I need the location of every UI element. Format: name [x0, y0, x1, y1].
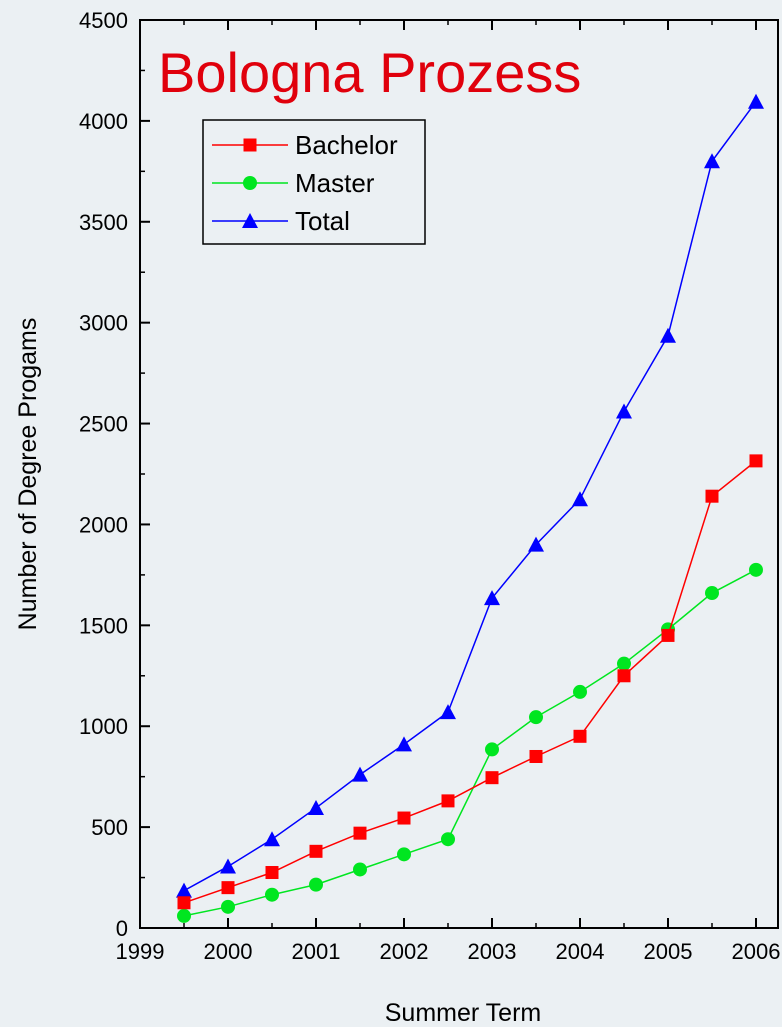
data-point-master	[353, 862, 367, 877]
data-point-total	[484, 590, 500, 606]
data-point-master	[265, 887, 279, 902]
legend-marker-master	[243, 176, 257, 190]
series-line-bachelor	[183, 460, 757, 904]
x-tick-label: 2002	[380, 939, 429, 964]
data-point-bachelor	[661, 628, 675, 642]
chart-title: Bologna Prozess	[158, 41, 581, 104]
data-point-bachelor	[441, 794, 455, 808]
data-point-total	[616, 403, 632, 419]
data-point-master	[573, 684, 587, 699]
data-point-master	[221, 899, 235, 914]
data-point-total	[308, 799, 324, 815]
data-point-bachelor	[705, 489, 719, 503]
data-point-bachelor	[397, 811, 411, 825]
y-tick-label: 3000	[79, 311, 128, 336]
data-point-bachelor	[529, 749, 543, 763]
x-tick-label: 2005	[644, 939, 693, 964]
y-tick-label: 1000	[79, 714, 128, 739]
data-point-master	[485, 742, 499, 757]
data-point-master	[177, 908, 191, 923]
data-point-total	[220, 858, 236, 874]
data-point-master	[309, 877, 323, 892]
x-tick-label: 1999	[116, 939, 165, 964]
data-point-bachelor	[177, 896, 191, 910]
y-tick-label: 1500	[79, 613, 128, 638]
legend-label-bachelor: Bachelor	[295, 130, 398, 160]
plot-frame	[139, 19, 779, 929]
x-tick-label: 2004	[556, 939, 605, 964]
y-tick-label: 500	[91, 815, 128, 840]
x-axis-label: Summer Term	[385, 999, 542, 1027]
x-tick-label: 2006	[732, 939, 781, 964]
y-axis-label: Number of Degree Progams	[14, 318, 42, 631]
legend-marker-total	[242, 213, 258, 228]
data-point-total	[572, 491, 588, 507]
data-point-total	[396, 736, 412, 752]
data-point-bachelor	[265, 866, 279, 880]
data-point-bachelor	[573, 729, 587, 743]
data-point-bachelor	[353, 826, 367, 840]
data-point-master	[617, 656, 631, 671]
legend-marker-bachelor	[243, 138, 257, 152]
x-tick-label: 2000	[204, 939, 253, 964]
legend-label-master: Master	[295, 168, 375, 198]
series-line-master	[183, 569, 757, 917]
data-point-total	[352, 766, 368, 782]
y-tick-label: 4000	[79, 109, 128, 134]
data-point-bachelor	[309, 844, 323, 858]
y-tick-label: 2500	[79, 412, 128, 437]
data-point-bachelor	[617, 669, 631, 683]
data-point-master	[397, 847, 411, 862]
x-tick-label: 2001	[292, 939, 341, 964]
legend-label-total: Total	[295, 206, 350, 236]
legend: Bachelor Master Total	[202, 119, 426, 245]
data-point-total	[176, 882, 192, 898]
data-point-bachelor	[485, 771, 499, 785]
legend-box	[202, 119, 426, 245]
data-point-total	[660, 327, 676, 343]
y-tick-label: 3500	[79, 210, 128, 235]
data-point-total	[528, 536, 544, 552]
data-point-total	[440, 704, 456, 720]
series-bachelor	[177, 454, 763, 910]
series-total	[176, 93, 764, 898]
x-tick-label: 2003	[468, 939, 517, 964]
data-point-bachelor	[749, 454, 763, 468]
data-point-master	[529, 710, 543, 725]
data-point-total	[704, 153, 720, 169]
data-point-total	[748, 93, 764, 109]
axes: 1999 2000 2001 2002 2003 2004 2005 2006 0 500 1000…	[79, 8, 780, 964]
series-layer	[176, 93, 764, 923]
data-point-master	[441, 832, 455, 847]
y-tick-label: 0	[116, 916, 128, 941]
data-point-master	[749, 562, 763, 577]
y-tick-label: 4500	[79, 8, 128, 33]
y-tick-label: 2000	[79, 512, 128, 537]
data-point-master	[705, 586, 719, 601]
data-point-total	[264, 831, 280, 847]
series-master	[177, 562, 763, 923]
series-line-total	[183, 101, 757, 892]
data-point-bachelor	[221, 881, 235, 895]
